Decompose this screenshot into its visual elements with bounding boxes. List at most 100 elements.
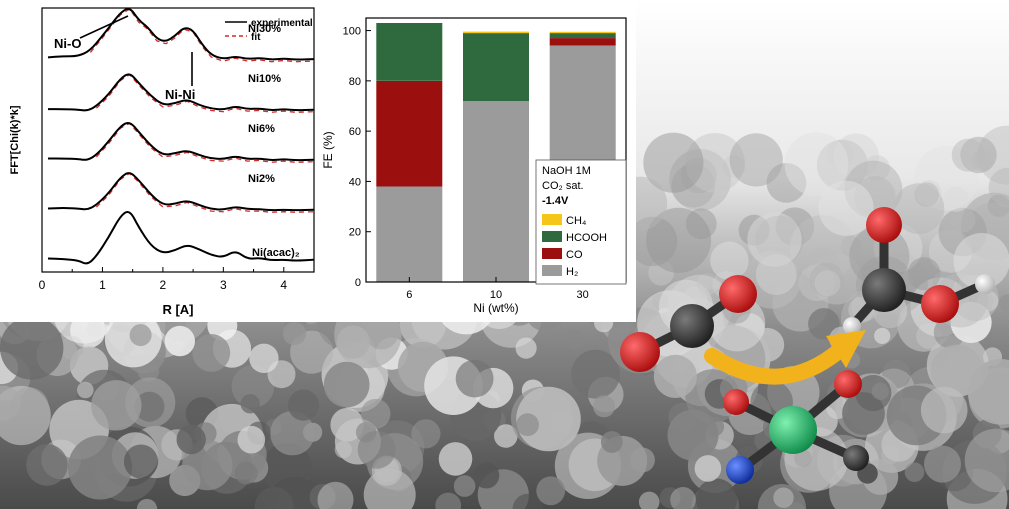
exafs-x-tick-label: 4 [280, 278, 287, 292]
exafs-x-tick-label: 0 [39, 278, 46, 292]
sem-particle [755, 254, 797, 295]
fe-x-tick-label: 30 [577, 289, 589, 301]
fe-x-tick-label: 10 [490, 289, 502, 301]
sem-particle [571, 349, 620, 399]
carbon-atom [670, 304, 714, 348]
fe-legend-swatch [542, 231, 562, 242]
oxygen-atom [719, 275, 757, 313]
sem-particle [438, 442, 473, 476]
fe-legend-label: HCOOH [566, 232, 607, 244]
fe-y-tick-label: 60 [349, 126, 361, 138]
sem-particle [920, 386, 968, 434]
sem-particle [794, 449, 812, 468]
fe-bar-segment [549, 38, 616, 46]
exafs-x-tick-label: 3 [220, 278, 227, 292]
sem-particle [964, 428, 1009, 493]
sem-particle [643, 132, 704, 193]
sem-particle [68, 435, 132, 500]
sem-particle [77, 381, 94, 399]
fe-panel: 0 20 40 60 80 100 6 10 30 FE (%) Ni (wt%) NaOH … [318, 0, 636, 322]
fe-bar-segment [549, 33, 616, 39]
exafs-y-axis-label: FFT[Chi(k)*k] [9, 105, 21, 174]
sem-particle [914, 182, 940, 207]
fe-legend-label: H₂ [566, 266, 578, 278]
fe-bar-segment [463, 31, 529, 34]
fe-bar-segment [376, 186, 443, 282]
exafs-x-tick-label: 1 [99, 278, 106, 292]
exafs-series-label: Ni2% [248, 173, 275, 185]
sem-particle [855, 374, 892, 412]
sem-particle [254, 487, 294, 509]
exafs-chart: 0 1 2 3 4 FFT[Chi(k)*k] R [A] experimental f… [9, 7, 315, 317]
fe-y-tick-label: 20 [349, 227, 361, 239]
sem-particle [516, 413, 539, 437]
exafs-x-tick-label: 2 [160, 278, 167, 292]
fe-bar-segment [463, 33, 529, 101]
sem-particle [951, 138, 985, 172]
exafs-experimental-line [48, 73, 315, 112]
sem-particle [695, 478, 738, 509]
sem-particle [123, 444, 159, 479]
fe-legend-title: CO₂ sat. [542, 180, 584, 192]
fe-bar-segment [376, 80, 443, 187]
nitrogen-atom [726, 456, 754, 484]
exafs-panel: 0 1 2 3 4 FFT[Chi(k)*k] R [A] experimental f… [0, 0, 318, 322]
sem-particle [667, 409, 719, 461]
sem-particle [600, 431, 623, 453]
molecule-illustration [620, 207, 995, 484]
sem-particle [907, 257, 941, 291]
svg-text:Ni-O: Ni-O [54, 36, 81, 51]
exafs-experimental-line [48, 122, 315, 162]
sem-particle [360, 398, 391, 429]
sem-particle [282, 321, 307, 346]
sem-particle [729, 133, 783, 187]
fe-legend-label: CH₄ [566, 215, 587, 227]
fe-bar-segment [463, 101, 529, 282]
carbon-atom [843, 445, 869, 471]
fe-legend-swatch [542, 214, 562, 225]
fe-bar-segment [549, 31, 616, 34]
sem-particle [330, 407, 365, 442]
sem-particle [176, 424, 206, 455]
sem-particle [494, 424, 518, 448]
oxygen-atom [620, 332, 660, 372]
fe-bar-segment [376, 23, 443, 81]
hydrogen-atom [975, 274, 995, 294]
sem-particle [747, 212, 802, 267]
reaction-arrow-head [826, 330, 866, 368]
sem-particle [694, 455, 722, 482]
fe-legend-title: NaOH 1M [542, 165, 591, 177]
sem-particle [270, 411, 315, 456]
nickel-atom [769, 406, 817, 454]
exafs-fit-line [89, 8, 315, 63]
fe-x-axis-label: Ni (wt%) [473, 301, 518, 315]
oxygen-atom [866, 207, 902, 243]
sem-particle [234, 461, 258, 485]
fe-chart: 0 20 40 60 80 100 6 10 30 FE (%) Ni (wt%) NaOH … [321, 17, 627, 315]
exafs-x-axis-label: R [A] [162, 302, 193, 317]
sem-particle [240, 394, 260, 414]
fe-y-tick-label: 100 [343, 26, 361, 38]
hydrogen-atom [843, 317, 861, 335]
exafs-plot-frame [41, 7, 315, 273]
sem-particle [164, 325, 195, 357]
annotation-ni-o: Ni-O [54, 15, 129, 51]
exafs-experimental-line [47, 7, 315, 61]
sem-particle [953, 233, 1009, 290]
sem-particle [287, 389, 320, 421]
sem-particle [516, 386, 581, 452]
exafs-series-label: Ni10% [248, 73, 281, 85]
sem-particle [646, 207, 712, 273]
sem-particle [988, 167, 1009, 208]
sem-particle [435, 492, 462, 509]
fe-legend-swatch [542, 248, 562, 259]
sem-particle [924, 445, 961, 483]
sem-particle [670, 487, 696, 509]
fe-y-tick-label: 0 [355, 277, 361, 289]
sem-particle [453, 475, 476, 497]
sem-particle [323, 361, 370, 408]
sem-particle [192, 334, 231, 372]
exafs-experimental-line [47, 172, 315, 212]
sem-particle [773, 487, 794, 508]
sem-particle [91, 380, 142, 431]
